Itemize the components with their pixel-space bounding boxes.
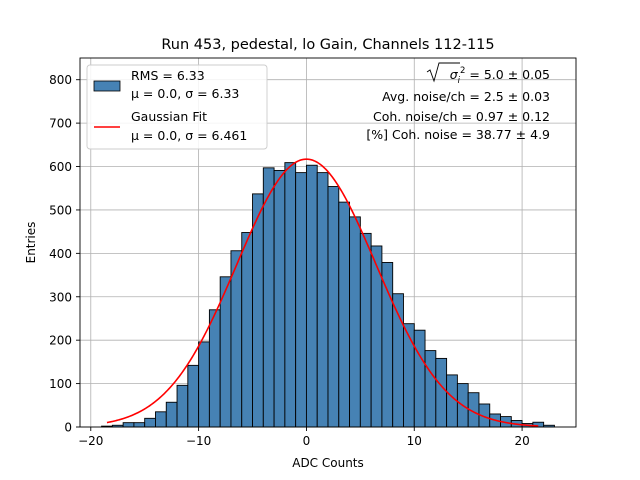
coh-noise-percent-annotation: [%] Coh. noise = 38.77 ± 4.9 [366, 127, 550, 142]
y-tick-label: 800 [49, 73, 72, 87]
chart-title: Run 453, pedestal, lo Gain, Channels 112… [161, 37, 494, 53]
histogram-bar [284, 162, 297, 428]
legend-fit-label: Gaussian Fit [131, 109, 207, 124]
histogram-bar [359, 232, 372, 428]
sqrt-sign [426, 62, 460, 83]
histogram-bar [295, 172, 307, 428]
y-axis-label: Entries [24, 222, 38, 264]
histogram-bar [165, 401, 178, 428]
x-tick-label: −20 [78, 434, 103, 448]
legend-histogram-params: μ = 0.0, σ = 6.33 [131, 86, 239, 101]
histogram-bars [101, 162, 555, 428]
legend-box [86, 64, 268, 150]
histogram-bar [208, 309, 221, 428]
histogram-bar [230, 250, 243, 428]
histogram-bar [338, 201, 351, 428]
sigma-annotation-text: σi2 = 5.0 ± 0.05 [450, 66, 550, 86]
histogram-bar [381, 262, 394, 428]
histogram-bar [252, 193, 264, 428]
histogram-bar [305, 164, 318, 428]
histogram-bar [155, 411, 167, 428]
histogram-bar [327, 186, 340, 428]
histogram-bar [349, 216, 361, 428]
noise-annotations: σi2 = 5.0 ± 0.05 Avg. noise/ch = 2.5 ± 0… [366, 62, 550, 142]
histogram-bar [187, 364, 200, 428]
legend: RMS = 6.33 μ = 0.0, σ = 6.33 Gaussian Fi… [86, 64, 268, 150]
y-tick-label: 500 [49, 203, 72, 217]
histogram-bar [413, 329, 426, 428]
histogram-bar [262, 167, 275, 428]
coh-noise-annotation: Coh. noise/ch = 0.97 ± 0.12 [373, 109, 550, 124]
legend-fit-params: μ = 0.0, σ = 6.461 [131, 128, 247, 143]
sigma-annotation: σi2 = 5.0 ± 0.05 [426, 62, 550, 86]
y-tick-label: 400 [49, 247, 72, 261]
gaussian-fit [106, 158, 539, 427]
x-tick-label: 0 [303, 434, 311, 448]
y-tick-label: 100 [49, 377, 72, 391]
gaussian-fit-line [106, 158, 539, 427]
y-tick-label: 600 [49, 160, 72, 174]
y-tick-label: 300 [49, 290, 72, 304]
legend-histogram-swatch [93, 80, 121, 92]
histogram-bar [144, 417, 156, 428]
legend-histogram-label: RMS = 6.33 [131, 68, 205, 83]
avg-noise-annotation: Avg. noise/ch = 2.5 ± 0.03 [382, 89, 550, 104]
histogram-bar [198, 341, 210, 428]
y-tick-label: 0 [64, 421, 72, 435]
histogram-bar [316, 172, 329, 428]
x-tick-label: 20 [514, 434, 529, 448]
histogram-bar [403, 323, 415, 428]
histogram-bar [273, 169, 286, 428]
y-tick-label: 700 [49, 117, 72, 131]
x-tick-label: 10 [407, 434, 422, 448]
y-tick-label: 200 [49, 334, 72, 348]
histogram-bar [133, 422, 146, 428]
histogram-bar [435, 357, 448, 428]
histogram-bar [176, 384, 189, 428]
x-axis-label: ADC Counts [292, 456, 364, 470]
x-tick-label: −10 [186, 434, 211, 448]
plot-frame [79, 57, 577, 428]
histogram-bar [424, 350, 437, 428]
histogram-bar [122, 422, 135, 428]
histogram-bar [241, 232, 253, 428]
